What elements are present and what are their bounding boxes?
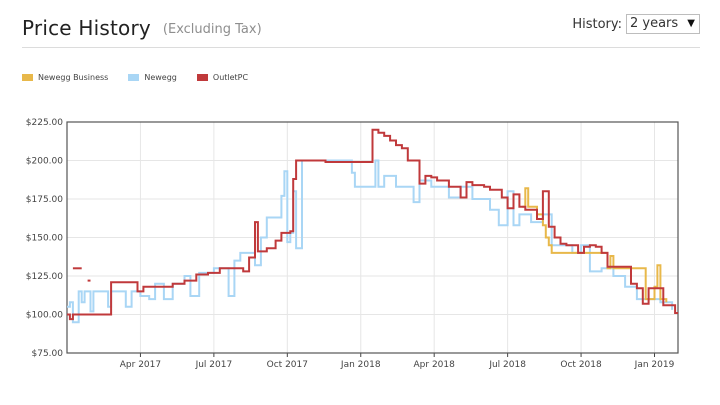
x-tick-label: Jan 2018 [340, 360, 381, 370]
x-tick-label: Oct 2017 [267, 360, 308, 370]
chart-legend: Newegg Business Newegg OutletPC [22, 73, 268, 82]
y-tick-label: $175.00 [26, 195, 63, 205]
x-tick-label: Jul 2018 [488, 360, 526, 370]
legend-item-outletpc[interactable]: OutletPC [196, 73, 249, 82]
legend-item-newegg[interactable]: Newegg [128, 73, 177, 82]
history-select[interactable]: 2 years ▼ [626, 14, 700, 34]
history-select-value: 2 years [630, 16, 679, 31]
legend-label-newegg-business: Newegg Business [38, 73, 109, 82]
legend-item-newegg-business[interactable]: Newegg Business [22, 73, 108, 82]
legend-swatch-newegg [128, 74, 140, 81]
x-tick-label: Jul 2017 [195, 360, 233, 370]
header-divider [22, 47, 700, 48]
page-subtitle: (Excluding Tax) [162, 21, 262, 37]
y-tick-label: $100.00 [26, 311, 63, 321]
y-tick-label: $125.00 [26, 272, 63, 282]
page-title: Price History [22, 16, 151, 40]
legend-label-outletpc: OutletPC [212, 73, 249, 82]
y-tick-label: $75.00 [32, 349, 64, 359]
history-control: History: 2 years ▼ [572, 14, 700, 34]
x-tick-label: Apr 2017 [120, 360, 161, 370]
legend-swatch-outletpc [196, 74, 208, 81]
title-row: Price History (Excluding Tax) [22, 16, 700, 40]
chevron-down-icon: ▼ [687, 18, 695, 29]
y-tick-label: $225.00 [26, 118, 63, 128]
legend-swatch-newegg-business [22, 74, 33, 81]
history-label: History: [572, 16, 622, 32]
x-tick-label: Oct 2018 [560, 360, 602, 370]
y-tick-label: $150.00 [26, 234, 63, 244]
x-tick-label: Jan 2019 [634, 360, 675, 370]
series-line-outletpc [67, 128, 678, 321]
legend-label-newegg: Newegg [144, 73, 177, 82]
y-tick-label: $200.00 [26, 157, 63, 167]
plot-frame [66, 121, 679, 354]
x-tick-label: Apr 2018 [414, 360, 456, 370]
